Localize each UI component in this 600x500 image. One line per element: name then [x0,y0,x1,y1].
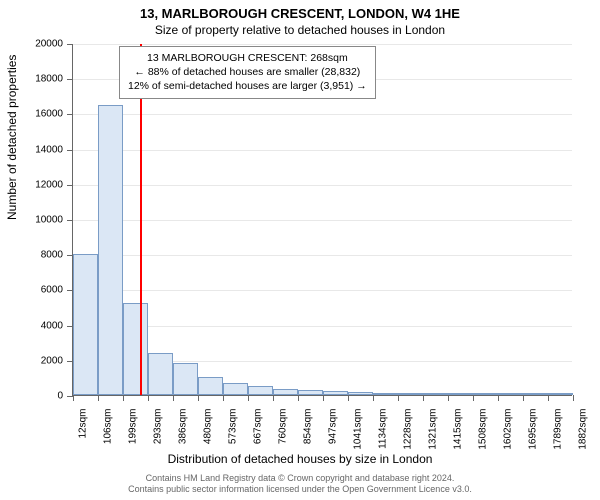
chart-title-main: 13, MARLBOROUGH CRESCENT, LONDON, W4 1HE [0,0,600,21]
x-tick [398,395,399,401]
x-tick [448,395,449,401]
histogram-bar [448,393,473,395]
x-tick [248,395,249,401]
y-tick-label: 12000 [35,179,73,190]
x-tick [73,395,74,401]
x-tick [273,395,274,401]
histogram-bar [423,393,448,395]
annotation-line3: 12% of semi-detached houses are larger (… [128,79,367,93]
y-tick-label: 0 [57,391,73,402]
x-tick [298,395,299,401]
y-tick-label: 8000 [41,250,73,261]
x-tick [498,395,499,401]
gridline [73,220,572,221]
footer: Contains HM Land Registry data © Crown c… [0,473,600,496]
gridline [73,114,572,115]
x-tick [98,395,99,401]
x-tick [373,395,374,401]
y-tick-label: 20000 [35,39,73,50]
gridline [73,185,572,186]
x-tick [423,395,424,401]
histogram-bar [148,353,173,395]
annotation-box: 13 MARLBOROUGH CRESCENT: 268sqm ← 88% of… [119,46,376,99]
chart-title-sub: Size of property relative to detached ho… [0,21,600,41]
histogram-bar [548,393,573,395]
gridline [73,150,572,151]
histogram-bar [273,389,298,395]
x-tick [223,395,224,401]
gridline [73,290,572,291]
y-tick-label: 4000 [41,320,73,331]
histogram-bar [198,377,223,395]
y-tick-label: 16000 [35,109,73,120]
y-axis-title: Number of detached properties [5,55,19,220]
y-tick-label: 6000 [41,285,73,296]
histogram-bar [223,383,248,395]
histogram-bar [498,393,523,395]
histogram-bar [373,393,398,395]
histogram-bar [173,363,198,395]
y-tick-label: 14000 [35,144,73,155]
plot-area: 0200040006000800010000120001400016000180… [72,44,572,396]
x-tick [548,395,549,401]
x-tick [173,395,174,401]
x-tick [123,395,124,401]
x-tick [148,395,149,401]
histogram-bar [348,392,373,395]
histogram-bar [298,390,323,395]
histogram-bar [98,105,123,395]
x-tick [323,395,324,401]
gridline [73,326,572,327]
histogram-bar [523,393,548,395]
x-tick [348,395,349,401]
histogram-bar [323,391,348,395]
histogram-bar [73,254,98,395]
y-tick-label: 18000 [35,74,73,85]
y-tick-label: 10000 [35,215,73,226]
histogram-bar [248,386,273,395]
annotation-line1: 13 MARLBOROUGH CRESCENT: 268sqm [128,51,367,65]
histogram-bar [123,303,148,395]
x-axis-title: Distribution of detached houses by size … [0,452,600,466]
chart-container: 13, MARLBOROUGH CRESCENT, LONDON, W4 1HE… [0,0,600,500]
histogram-bar [473,393,498,395]
x-tick [473,395,474,401]
y-tick-label: 2000 [41,355,73,366]
footer-line2: Contains public sector information licen… [0,484,600,496]
gridline [73,255,572,256]
x-tick [573,395,574,401]
histogram-bar [398,393,423,395]
x-tick [523,395,524,401]
gridline [73,44,572,45]
annotation-line2: ← 88% of detached houses are smaller (28… [128,65,367,79]
footer-line1: Contains HM Land Registry data © Crown c… [0,473,600,485]
x-tick [198,395,199,401]
